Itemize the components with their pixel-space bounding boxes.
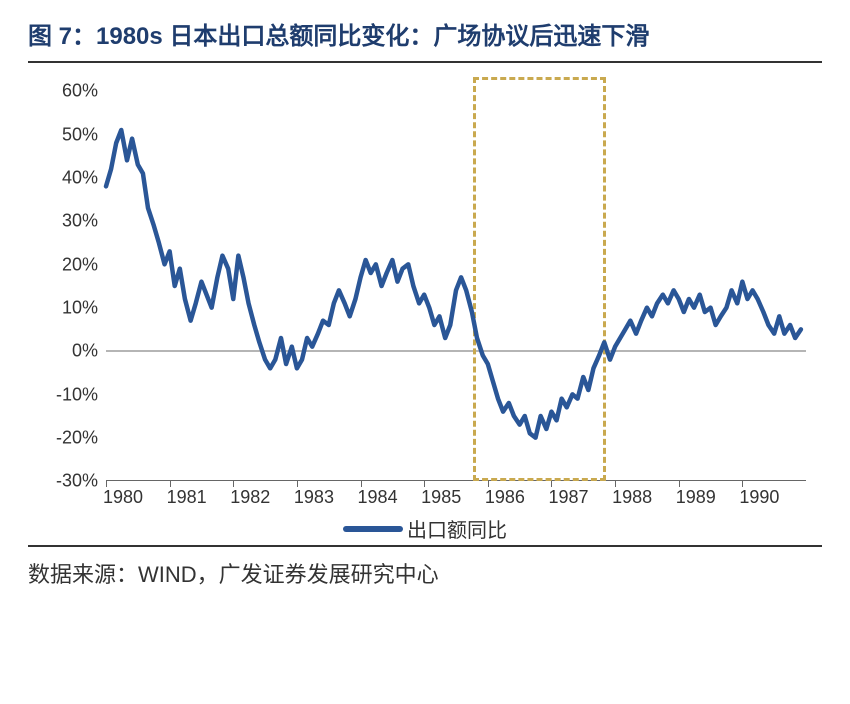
x-axis-label: 1989 <box>676 487 716 508</box>
x-axis-label: 1986 <box>485 487 525 508</box>
x-axis-label: 1983 <box>294 487 334 508</box>
y-axis-label: 50% <box>62 124 98 145</box>
y-axis-label: -30% <box>56 471 98 492</box>
y-axis-label: 30% <box>62 211 98 232</box>
source-footer: 数据来源：WIND，广发证券发展研究中心 <box>28 545 822 589</box>
x-axis-label: 1985 <box>421 487 461 508</box>
y-axis-label: -10% <box>56 384 98 405</box>
x-axis-label: 1980 <box>103 487 143 508</box>
x-axis-label: 1987 <box>548 487 588 508</box>
y-axis-label: 0% <box>72 341 98 362</box>
legend-line-icon <box>343 526 403 532</box>
x-axis-label: 1984 <box>358 487 398 508</box>
x-axis-label: 1990 <box>739 487 779 508</box>
legend: 出口额同比 <box>343 514 507 543</box>
x-axis-label: 1982 <box>230 487 270 508</box>
x-axis-label: 1981 <box>167 487 207 508</box>
legend-label: 出口额同比 <box>407 514 507 543</box>
y-axis-label: 60% <box>62 81 98 102</box>
y-axis-label: 40% <box>62 167 98 188</box>
y-axis-label: -20% <box>56 427 98 448</box>
y-axis-label: 20% <box>62 254 98 275</box>
chart-wrap: -30% -20% -10% 0% 10% 20% 30% 40% 50% 60% 1980 1981… <box>28 73 822 543</box>
chart-title: 图 7：1980s 日本出口总额同比变化：广场协议后迅速下滑 <box>28 18 822 63</box>
chart-plot-area: -30%-20%-10%0%10%20%30%40%50%60%19801981… <box>106 91 806 481</box>
figure-container: 图 7：1980s 日本出口总额同比变化：广场协议后迅速下滑 -30% -20% -… <box>0 0 850 704</box>
x-axis-label: 1988 <box>612 487 652 508</box>
line-series <box>106 91 806 481</box>
y-axis-label: 10% <box>62 297 98 318</box>
